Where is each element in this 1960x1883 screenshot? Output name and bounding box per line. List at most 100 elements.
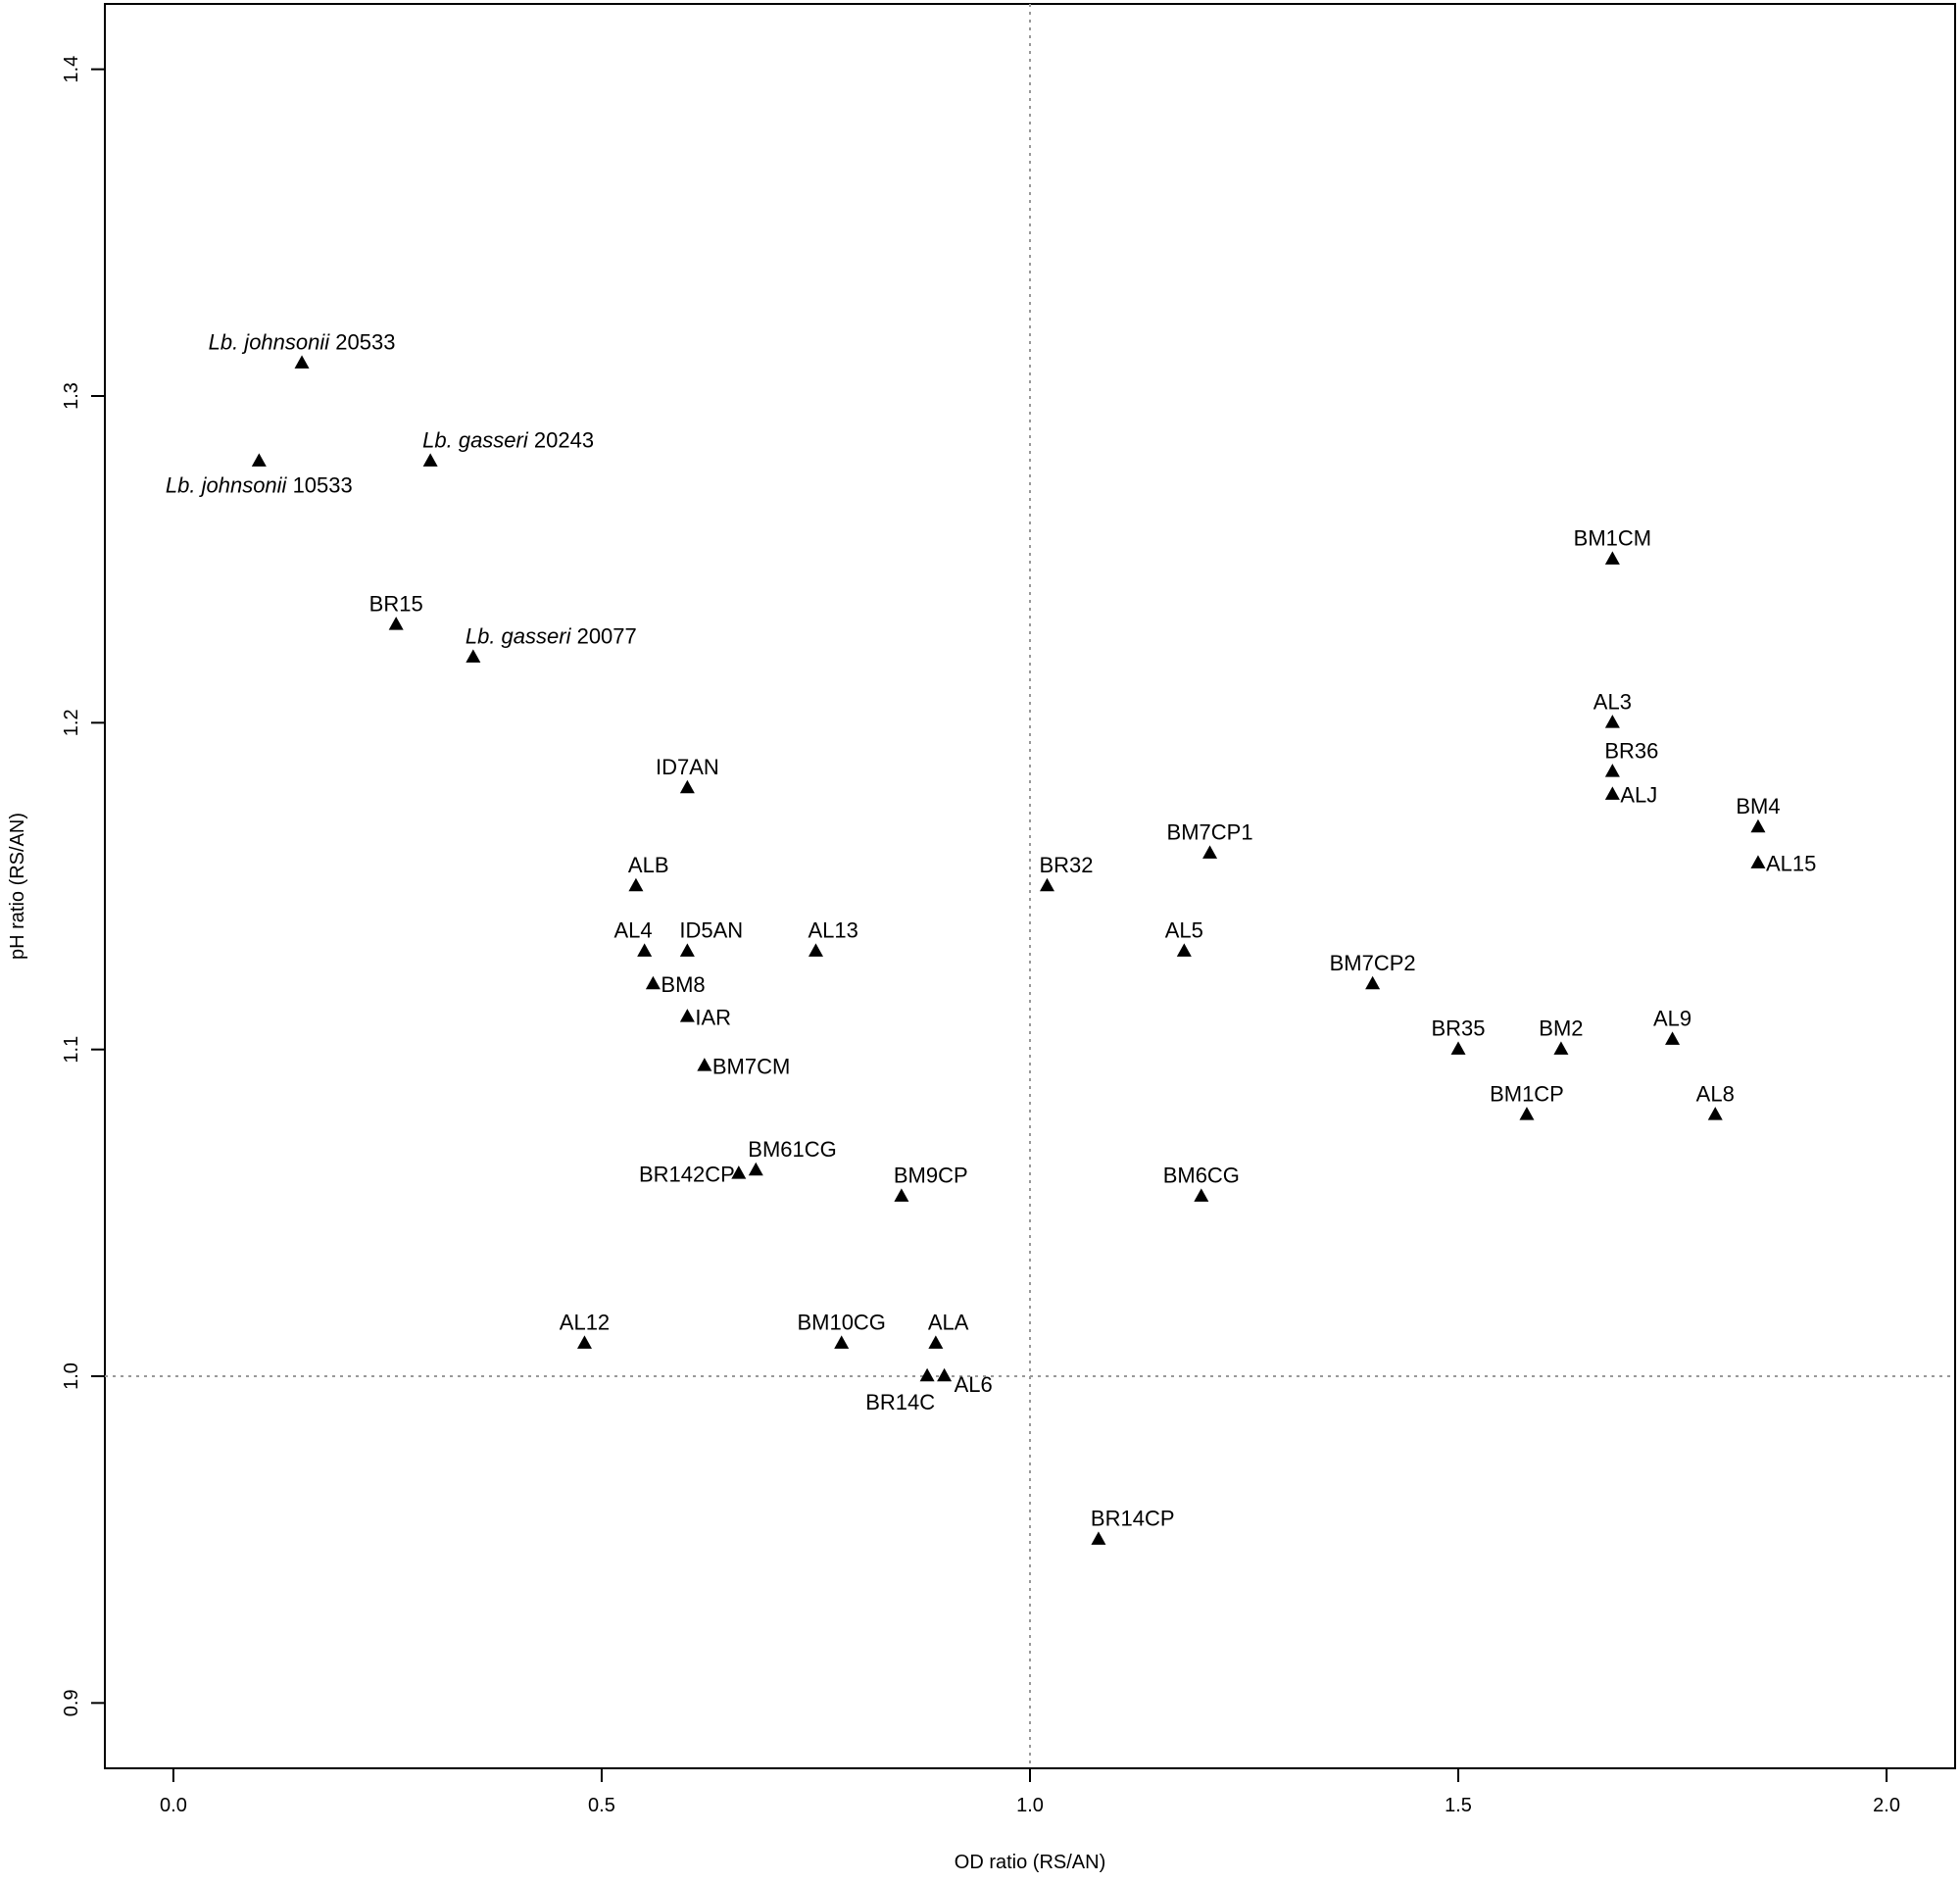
strain-label: BR142CP [639,1162,735,1186]
point-label: AL8 [1696,1081,1735,1106]
point-marker [422,453,438,467]
point-label: Lb. johnsonii 20533 [209,330,396,355]
point-marker [628,877,644,892]
point-marker [1091,1531,1106,1545]
strain-label: BR36 [1604,738,1658,763]
point-label: ALJ [1620,783,1657,808]
strain-label: 20077 [577,624,637,649]
strain-label: AL4 [614,918,653,943]
point-marker [1750,818,1766,833]
strain-label: ID5AN [679,918,743,943]
point-label: BM1CP [1490,1081,1564,1106]
species-name: Lb. johnsonii [209,330,336,355]
strain-label: BR14C [865,1390,935,1414]
point-marker [834,1335,850,1349]
strain-label: AL12 [560,1311,610,1335]
point-marker [294,355,310,369]
strain-label: BM4 [1736,794,1780,818]
strain-label: 10533 [293,473,353,498]
strain-label: ALJ [1620,783,1657,808]
point-marker [808,943,823,957]
strain-label: ALB [628,853,669,877]
point-label: BR32 [1039,853,1093,877]
strain-label: AL6 [955,1372,993,1397]
point-label: BR14CP [1091,1507,1175,1531]
y-tick-label: 0.9 [61,1689,82,1716]
strain-label: BR14CP [1091,1507,1175,1531]
point-marker [1604,715,1620,728]
point-label: BR14C [865,1390,935,1414]
y-tick-label: 1.2 [61,709,82,736]
strain-label: BR35 [1432,1016,1486,1041]
point-marker [731,1165,747,1179]
strain-label: AL5 [1165,918,1203,943]
point-label: IAR [695,1005,731,1029]
point-label: ID7AN [656,755,719,779]
point-label: AL12 [560,1311,610,1335]
point-label: BR35 [1432,1016,1486,1041]
point-marker [1176,943,1192,957]
point-label: Lb. gasseri 20243 [422,428,594,453]
x-tick-label: 0.5 [588,1795,615,1816]
point-label: BM2 [1539,1016,1583,1041]
point-marker [928,1335,944,1349]
point-marker [1553,1041,1569,1055]
point-label: AL6 [955,1372,993,1397]
point-label: BR15 [369,591,423,616]
strain-label: BR32 [1039,853,1093,877]
point-marker [1519,1107,1535,1120]
strain-label: BM7CP1 [1167,820,1253,845]
point-label: BM6CG [1163,1164,1240,1188]
strain-label: AL3 [1593,689,1632,714]
point-label: ID5AN [679,918,743,943]
strain-label: BM7CM [712,1054,790,1078]
strain-label: BM6CG [1163,1164,1240,1188]
species-name: Lb. johnsonii [166,473,293,498]
strain-label: IAR [695,1005,731,1029]
point-marker [251,453,267,467]
point-label: BM7CP1 [1167,820,1253,845]
data-points [251,355,1766,1545]
strain-label: 20243 [534,428,594,453]
y-tick-label: 1.4 [61,56,82,83]
y-tick-label: 1.1 [61,1036,82,1064]
point-marker [1202,845,1218,859]
point-label: BM1CM [1574,526,1651,551]
strain-label: AL15 [1766,852,1816,876]
strain-label: BM9CP [894,1164,968,1188]
point-marker [679,779,695,794]
strain-label: BM2 [1539,1016,1583,1041]
point-label: BM8 [661,972,705,997]
x-tick-label: 0.0 [160,1795,187,1816]
point-marker [1450,1041,1466,1055]
x-axis-title: OD ratio (RS/AN) [955,1852,1105,1873]
point-label: AL4 [614,918,653,943]
point-label: BM9CP [894,1164,968,1188]
strain-label: 20533 [335,330,395,355]
reference-lines [105,4,1955,1768]
point-label: BM7CM [712,1054,790,1078]
x-tick-label: 1.0 [1016,1795,1044,1816]
point-label: AL9 [1653,1007,1691,1031]
y-axis: 0.9 1.0 1.1 1.2 1.3 1.4 [61,56,105,1716]
strain-label: BM1CM [1574,526,1651,551]
point-marker [894,1188,909,1202]
y-tick-label: 1.3 [61,382,82,410]
point-label: BR142CP [639,1162,735,1186]
point-marker [679,1009,695,1022]
point-marker [1194,1188,1209,1202]
point-marker [1604,551,1620,565]
point-marker [1604,786,1620,800]
point-label: BM7CP2 [1330,951,1416,975]
point-marker [637,943,653,957]
point-label: BM4 [1736,794,1780,818]
species-name: Lb. gasseri [466,624,577,649]
strain-label: ALA [928,1311,969,1335]
x-axis: 0.0 0.5 1.0 1.5 2.0 [160,1768,1900,1816]
point-marker [1665,1031,1681,1045]
point-marker [748,1162,763,1176]
point-marker [697,1058,712,1071]
x-tick-label: 2.0 [1873,1795,1900,1816]
